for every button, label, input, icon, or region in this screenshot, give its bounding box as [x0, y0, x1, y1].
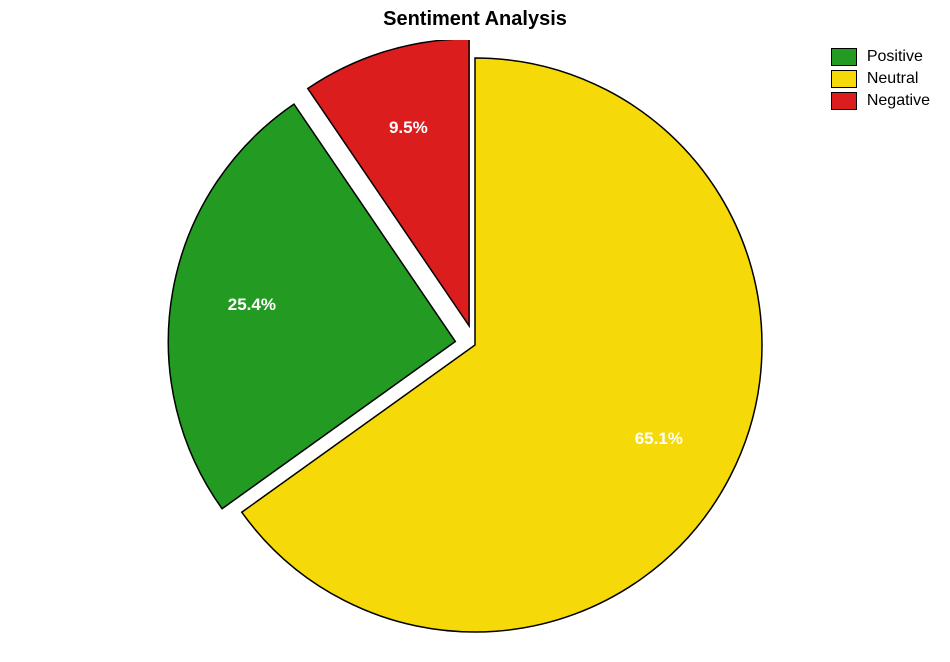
- pie-slice-label: 25.4%: [228, 295, 276, 314]
- legend-label: Neutral: [867, 70, 919, 88]
- pie-slice-label: 9.5%: [389, 118, 428, 137]
- legend-item: Negative: [831, 92, 930, 110]
- chart-title: Sentiment Analysis: [0, 8, 950, 31]
- legend-label: Positive: [867, 48, 923, 66]
- legend-swatch: [831, 48, 857, 66]
- legend-item: Neutral: [831, 70, 930, 88]
- legend-swatch: [831, 92, 857, 110]
- legend-label: Negative: [867, 92, 930, 110]
- legend-swatch: [831, 70, 857, 88]
- chart-legend: Positive Neutral Negative: [831, 48, 930, 114]
- legend-item: Positive: [831, 48, 930, 66]
- pie-chart-svg: 65.1% 25.4% 9.5%: [0, 40, 950, 662]
- pie-chart-container: Sentiment Analysis 65.1% 25.4% 9.5% Positi…: [0, 0, 950, 662]
- pie-slice-label: 65.1%: [635, 429, 683, 448]
